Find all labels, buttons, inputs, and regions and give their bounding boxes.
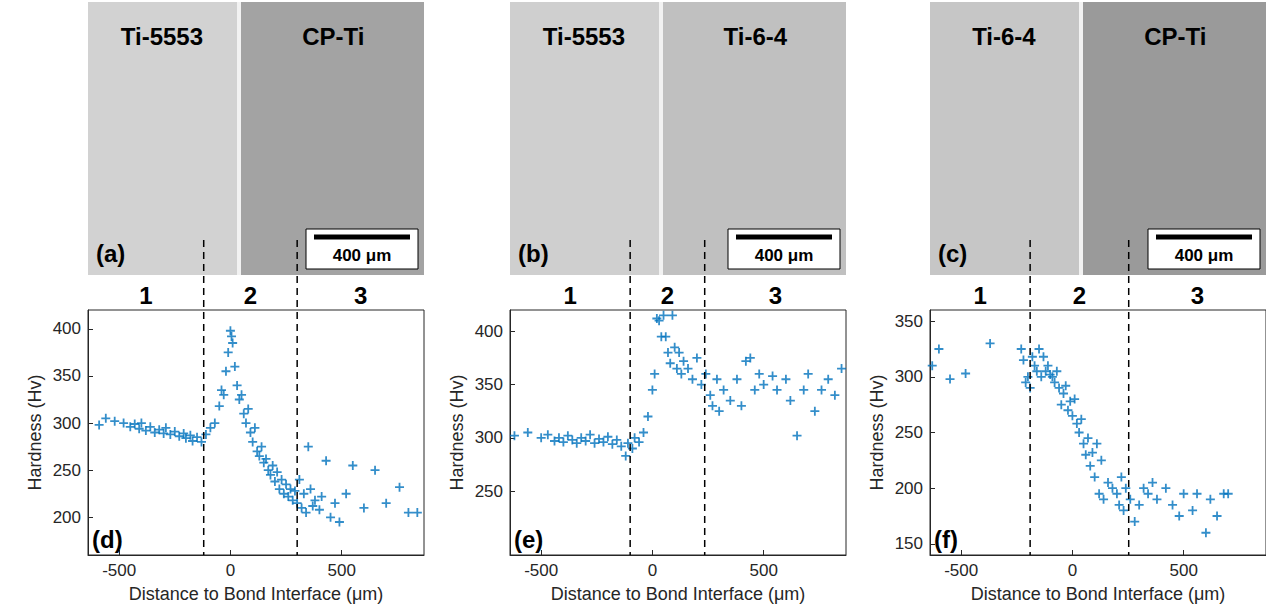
svg-text:500: 500	[749, 561, 777, 580]
svg-text:250: 250	[475, 482, 503, 501]
svg-text:Hardness (Hv): Hardness (Hv)	[25, 374, 45, 490]
svg-text:350: 350	[895, 312, 923, 331]
svg-text:Distance to Bond Interface (μm: Distance to Bond Interface (μm)	[551, 584, 805, 604]
svg-text:400: 400	[53, 319, 81, 338]
svg-text:Ti-6-4: Ti-6-4	[723, 23, 787, 50]
svg-text:1: 1	[973, 282, 986, 309]
svg-text:(e): (e)	[514, 526, 543, 553]
svg-text:150: 150	[895, 534, 923, 553]
svg-text:350: 350	[53, 366, 81, 385]
svg-text:2: 2	[1073, 282, 1086, 309]
svg-text:(f): (f)	[934, 526, 958, 553]
svg-text:200: 200	[53, 508, 81, 527]
svg-text:Ti-5553: Ti-5553	[121, 23, 203, 50]
svg-text:400 μm: 400 μm	[1175, 246, 1234, 265]
svg-text:400 μm: 400 μm	[755, 246, 814, 265]
svg-text:(b): (b)	[518, 240, 549, 267]
svg-text:500: 500	[1169, 561, 1197, 580]
svg-text:400: 400	[475, 322, 503, 341]
svg-text:Distance to Bond Interface (μm: Distance to Bond Interface (μm)	[129, 584, 383, 604]
svg-text:300: 300	[53, 414, 81, 433]
svg-text:1: 1	[139, 282, 152, 309]
svg-text:300: 300	[475, 428, 503, 447]
svg-text:3: 3	[1191, 282, 1204, 309]
svg-text:2: 2	[661, 282, 674, 309]
svg-text:250: 250	[53, 461, 81, 480]
svg-text:Ti-5553: Ti-5553	[543, 23, 625, 50]
svg-text:(d): (d)	[92, 526, 123, 553]
svg-text:Hardness (Hv): Hardness (Hv)	[867, 374, 887, 490]
svg-text:Hardness (Hv): Hardness (Hv)	[447, 374, 467, 490]
svg-text:CP-Ti: CP-Ti	[1144, 23, 1206, 50]
svg-text:300: 300	[895, 367, 923, 386]
svg-text:(c): (c)	[938, 240, 967, 267]
svg-text:1: 1	[563, 282, 576, 309]
svg-text:-500: -500	[944, 561, 978, 580]
svg-text:2: 2	[244, 282, 257, 309]
svg-text:Ti-6-4: Ti-6-4	[972, 23, 1036, 50]
svg-text:0: 0	[226, 561, 235, 580]
svg-text:-500: -500	[102, 561, 136, 580]
svg-text:500: 500	[327, 561, 355, 580]
svg-text:3: 3	[354, 282, 367, 309]
svg-text:3: 3	[769, 282, 782, 309]
svg-text:(a): (a)	[96, 240, 125, 267]
svg-text:350: 350	[475, 375, 503, 394]
svg-text:-500: -500	[524, 561, 558, 580]
svg-text:400 μm: 400 μm	[333, 246, 392, 265]
svg-text:250: 250	[895, 423, 923, 442]
svg-text:CP-Ti: CP-Ti	[302, 23, 364, 50]
svg-text:Distance to Bond Interface (μm: Distance to Bond Interface (μm)	[971, 584, 1225, 604]
svg-text:0: 0	[1068, 561, 1077, 580]
svg-text:0: 0	[648, 561, 657, 580]
svg-text:200: 200	[895, 479, 923, 498]
